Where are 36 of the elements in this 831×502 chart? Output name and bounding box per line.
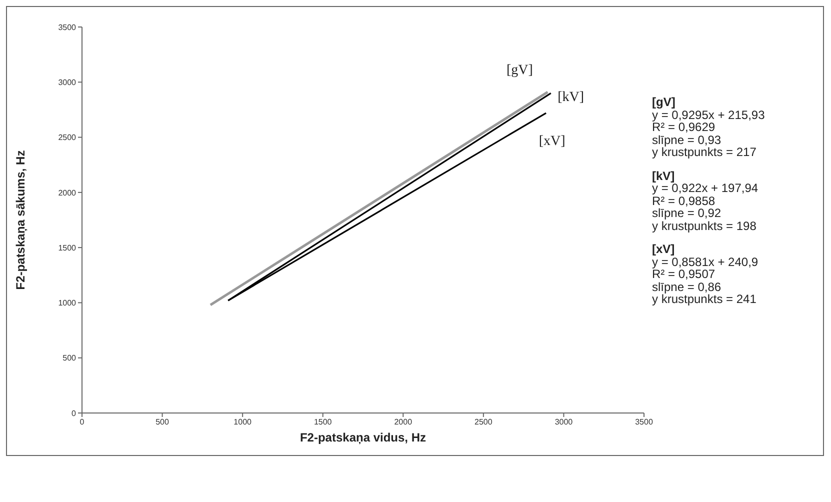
text: R² = 0,9507 xyxy=(652,267,716,281)
text: y = 0,9295x + 215,93 xyxy=(652,108,765,122)
text: slīpne = 0,86 xyxy=(652,280,722,294)
text: [kV] xyxy=(652,168,676,182)
y-tick-label: 3000 xyxy=(58,78,77,87)
x-tick-label: 1000 xyxy=(234,418,252,427)
text: y krustpunkts = 217 xyxy=(652,145,758,159)
text: y = 0,8581x + 240,9 xyxy=(652,254,760,268)
x-tick-label: 2500 xyxy=(474,418,493,427)
x-tick-label: 500 xyxy=(156,418,170,427)
y-tick-label: 2500 xyxy=(58,133,77,142)
text: slīpne = 0,93 xyxy=(652,132,722,146)
y-tick-label: 500 xyxy=(62,354,77,363)
x-tick-label: 3000 xyxy=(554,418,574,427)
y-tick-label: 0 xyxy=(72,408,77,418)
x-tick-label: 3500 xyxy=(635,418,654,427)
x-tick-label: 0 xyxy=(80,418,85,427)
y-tick-label: 1000 xyxy=(58,298,77,308)
text: slīpne = 0,92 xyxy=(652,206,722,220)
x-tick-label: 1500 xyxy=(314,418,332,427)
text: [xV] xyxy=(652,242,676,256)
x-tick-label: 2000 xyxy=(394,418,413,427)
y-tick-label: 3500 xyxy=(58,22,77,32)
y-tick-label: 2000 xyxy=(58,188,77,198)
series-label: [xV] xyxy=(538,134,566,150)
text: R² = 0,9629 xyxy=(652,120,716,134)
y-axis-title: F2-patskaņa sākums, Hz xyxy=(13,150,28,290)
y-tick-label: 1500 xyxy=(58,243,77,252)
text: R² = 0,9858 xyxy=(652,194,716,208)
text: y krustpunkts = 198 xyxy=(652,218,758,232)
series-label: [kV] xyxy=(558,90,584,106)
x-axis-title: F2-patskaņa vidus, Hz xyxy=(300,430,426,445)
text: [gV] xyxy=(652,95,676,109)
text: y = 0,922x + 197,94 xyxy=(652,181,760,195)
text: y krustpunkts = 241 xyxy=(652,292,758,306)
series-label: [gV] xyxy=(506,63,533,78)
